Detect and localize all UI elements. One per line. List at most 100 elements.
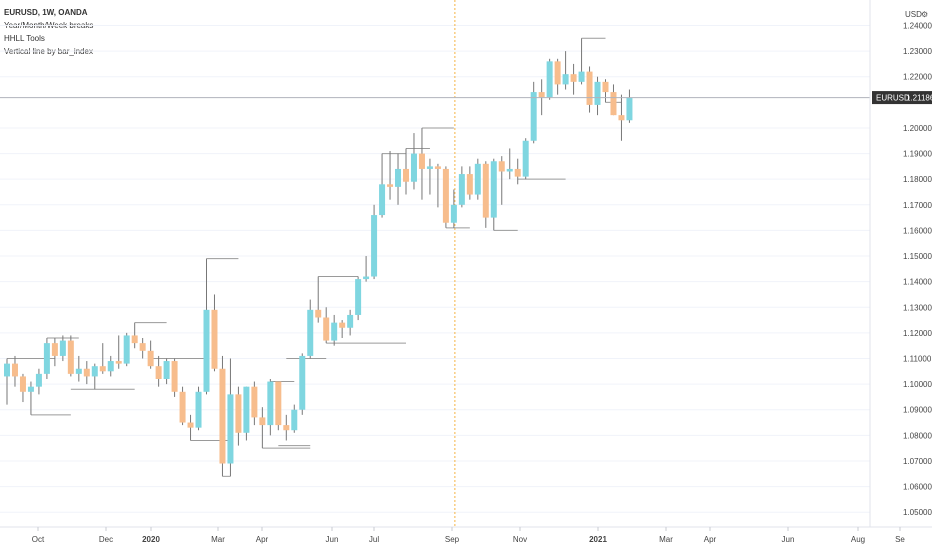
candle-down	[570, 63, 577, 95]
candle-body	[91, 366, 98, 377]
candle-down	[259, 407, 266, 449]
y-tick-label: 1.08000	[903, 431, 932, 440]
candle-up	[307, 299, 314, 359]
candle-body	[586, 71, 593, 105]
candle-body	[363, 276, 370, 280]
candle-up	[107, 355, 114, 377]
candle-body	[299, 355, 306, 410]
candle-down	[482, 161, 489, 228]
candle-down	[11, 355, 18, 387]
x-tick-label: 2021	[589, 535, 607, 544]
candle-body	[235, 394, 242, 433]
candle-down	[219, 355, 226, 477]
candle-body	[59, 340, 66, 356]
candle-body	[163, 361, 170, 379]
y-tick-label: 1.13000	[903, 303, 932, 312]
candle-up	[410, 133, 417, 190]
legend-symbol[interactable]: EURUSD, 1W, OANDA	[4, 8, 88, 17]
y-tick-label: 1.06000	[903, 483, 932, 492]
candle-up	[59, 335, 66, 362]
candle-body	[19, 376, 26, 392]
candle-body	[131, 335, 138, 344]
candles	[4, 38, 633, 477]
candle-body	[123, 335, 130, 364]
candle-body	[107, 361, 114, 372]
candle-down	[179, 386, 186, 426]
y-tick-label: 1.10000	[903, 380, 932, 389]
candle-up	[506, 148, 513, 180]
candle-body	[291, 409, 298, 431]
candle-down	[211, 294, 218, 372]
x-tick-label: Apr	[256, 535, 269, 544]
candle-body	[195, 391, 202, 428]
candle-body	[323, 317, 330, 341]
candle-body	[403, 168, 409, 182]
candle-up	[355, 276, 362, 321]
y-tick-label: 1.23000	[903, 47, 932, 56]
candle-up	[91, 363, 98, 390]
candle-down	[139, 338, 146, 359]
candle-body	[618, 115, 625, 121]
time-axis[interactable]: Oct Dec 2020 Mar Apr Jun Jul Sep Nov 2021 Mar Apr Ju…	[32, 527, 906, 544]
hhll-lines	[7, 37, 622, 477]
candle-body	[99, 366, 106, 372]
candle-body	[331, 322, 338, 341]
x-tick-label: Mar	[211, 535, 225, 544]
candle-down	[283, 414, 290, 441]
candle-body	[506, 168, 513, 172]
candle-body	[418, 153, 425, 169]
candle-down	[434, 163, 441, 208]
x-tick-label: Oct	[32, 535, 45, 544]
candle-body	[498, 161, 505, 172]
candle-body	[243, 386, 250, 433]
x-tick-label: Mar	[659, 535, 673, 544]
candle-body	[482, 163, 489, 218]
candle-up	[530, 81, 537, 144]
candle-up	[363, 256, 370, 282]
candle-body	[490, 161, 497, 218]
axis-settings-icon[interactable]: ⚙	[921, 10, 928, 19]
candle-down	[131, 322, 138, 349]
candle-up	[578, 38, 585, 85]
candle-body	[514, 168, 521, 177]
candle-body	[450, 204, 457, 223]
candle-body	[147, 350, 154, 367]
candle-up	[123, 332, 130, 367]
candle-body	[387, 184, 394, 187]
candle-body	[211, 309, 218, 369]
candle-down	[315, 276, 322, 323]
candle-body	[570, 74, 577, 82]
y-tick-label: 1.22000	[903, 73, 932, 82]
candle-body	[251, 386, 258, 418]
candle-body	[442, 168, 449, 223]
candle-down	[67, 335, 74, 377]
legend-indicator-hhll[interactable]: HHLL Tools	[4, 34, 45, 43]
y-tick-label: 1.24000	[903, 21, 932, 30]
current-price-tag: EURUSD 1.21186	[872, 91, 932, 105]
candle-down	[618, 94, 625, 141]
candle-down	[586, 66, 593, 113]
candle-body	[283, 425, 290, 431]
candle-body	[315, 309, 322, 318]
candle-body	[610, 92, 617, 116]
candle-down	[235, 386, 242, 446]
candle-up	[562, 51, 569, 90]
candle-body	[203, 309, 210, 392]
y-tick-label: 1.18000	[903, 175, 932, 184]
candle-body	[458, 174, 465, 205]
candle-down	[442, 166, 449, 228]
candle-down	[610, 84, 617, 116]
y-tick-label: 1.15000	[903, 252, 932, 261]
candle-body	[27, 386, 34, 392]
candle-body	[538, 92, 545, 98]
candle-up	[299, 353, 306, 415]
price-axis[interactable]: 1.24000 1.23000 1.22000 1.20000 1.19000 1.180…	[903, 21, 932, 517]
candle-up	[291, 404, 298, 433]
candle-body	[626, 97, 633, 121]
candle-up	[426, 158, 433, 195]
candle-body	[371, 215, 378, 277]
candle-body	[554, 61, 561, 85]
price-tag-symbol: EURUSD	[876, 94, 910, 103]
candle-up	[267, 378, 274, 436]
